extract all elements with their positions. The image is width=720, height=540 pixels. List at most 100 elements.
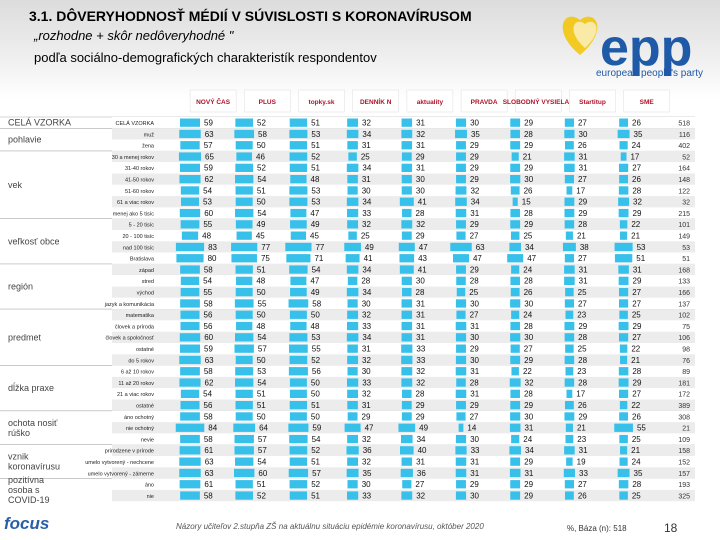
- value-bar: [398, 242, 415, 252]
- value-label: 84: [208, 424, 217, 433]
- value-label: 29: [578, 198, 587, 207]
- value-label: 27: [470, 311, 479, 320]
- media-logo-label: DENNÍK N: [360, 97, 392, 106]
- value-bar: [346, 446, 359, 455]
- value-label: 33: [362, 491, 371, 500]
- base-n-label: 158: [678, 448, 690, 455]
- value-bar: [180, 401, 200, 410]
- value-bar: [456, 401, 466, 410]
- value-label: 27: [578, 480, 587, 489]
- value-label: 31: [362, 401, 371, 410]
- value-bar: [509, 242, 521, 252]
- value-label: 56: [312, 367, 321, 376]
- value-bar: [564, 333, 575, 342]
- value-bar: [401, 118, 413, 127]
- value-bar: [235, 197, 253, 206]
- value-label: 30: [362, 299, 371, 308]
- value-label: 27: [632, 390, 641, 399]
- value-bar: [180, 288, 200, 297]
- value-label: 29: [470, 175, 479, 184]
- base-n-label: 402: [678, 143, 690, 150]
- value-bar: [235, 288, 253, 297]
- value-bar: [347, 457, 359, 466]
- value-label: 35: [471, 130, 480, 139]
- value-label: 31: [579, 446, 588, 455]
- trust-bar-chart: NOVÝ ČAS PLUS topky.sk DENNÍK N aktuality PRA…: [0, 89, 695, 505]
- value-bar: [564, 491, 574, 500]
- value-bar: [402, 389, 412, 398]
- value-label: 57: [258, 345, 267, 354]
- footer-note: Názory učiteľov 2.stupňa ZŠ na aktuálnu …: [176, 522, 484, 531]
- row-label: človek a spoločnosť: [105, 336, 154, 342]
- media-logo-label: NOVÝ ČAS: [196, 97, 231, 106]
- group-label: dĺžka praxe: [8, 382, 54, 393]
- value-bar: [510, 333, 521, 342]
- value-bar: [346, 288, 359, 297]
- value-label: 53: [311, 186, 320, 195]
- value-bar: [346, 491, 359, 500]
- value-label: 29: [633, 209, 642, 218]
- value-label: 61: [204, 446, 213, 455]
- base-n-label: 166: [678, 290, 690, 297]
- value-bar: [180, 412, 200, 421]
- value-bar: [564, 401, 574, 410]
- value-label: 30: [362, 367, 371, 376]
- row-label: žena: [142, 144, 155, 150]
- value-label: 25: [632, 491, 641, 500]
- value-label: 49: [311, 288, 320, 297]
- value-bar: [401, 231, 412, 240]
- row-label: Bratislava: [130, 257, 155, 263]
- value-bar: [564, 118, 574, 127]
- value-label: 27: [415, 480, 424, 489]
- value-bar: [179, 468, 201, 478]
- value-label: 51: [311, 458, 320, 467]
- value-bar: [510, 412, 521, 421]
- value-bar: [455, 468, 467, 478]
- value-bar: [455, 355, 467, 365]
- value-label: 28: [416, 288, 425, 297]
- value-bar: [290, 231, 307, 240]
- value-bar: [235, 491, 254, 500]
- value-bar: [507, 254, 524, 263]
- value-bar: [235, 480, 253, 489]
- value-label: 21: [577, 424, 586, 433]
- value-label: 53: [637, 243, 646, 252]
- value-label: 29: [416, 232, 425, 241]
- value-label: 62: [205, 175, 214, 184]
- value-bar: [455, 434, 467, 444]
- row-label: nie ochotný: [126, 426, 154, 432]
- value-bar: [617, 129, 630, 139]
- value-label: 27: [632, 299, 641, 308]
- value-label: 50: [311, 311, 320, 320]
- value-bar: [511, 434, 520, 444]
- value-bar: [235, 378, 254, 387]
- value-label: 28: [416, 390, 425, 399]
- value-label: 57: [312, 469, 321, 478]
- value-bar: [289, 265, 308, 274]
- value-label: 32: [416, 220, 425, 229]
- value-bar: [181, 231, 199, 240]
- value-label: 83: [208, 243, 217, 252]
- row-label: nevie: [141, 437, 154, 443]
- value-label: 63: [205, 356, 214, 365]
- group-label: predmet: [8, 332, 42, 342]
- base-n-label: 168: [678, 267, 690, 274]
- media-logo-box: [460, 89, 508, 113]
- value-bar: [289, 434, 308, 444]
- value-bar: [458, 423, 464, 432]
- value-label: 58: [204, 491, 213, 500]
- value-label: 54: [203, 186, 212, 195]
- row-label: do 5 rokov: [128, 358, 154, 364]
- value-label: 52: [311, 480, 320, 489]
- media-logo-label: topky.sk: [309, 99, 335, 106]
- value-label: 30: [524, 333, 533, 342]
- value-label: 28: [524, 390, 533, 399]
- value-label: 29: [362, 412, 371, 421]
- value-bar: [289, 412, 307, 421]
- value-label: 50: [311, 412, 320, 421]
- value-label: 17: [630, 152, 639, 161]
- value-bar: [234, 129, 255, 139]
- value-label: 27: [470, 232, 479, 241]
- value-label: 30: [470, 299, 479, 308]
- row-label: CELÁ VZORKA: [115, 120, 154, 127]
